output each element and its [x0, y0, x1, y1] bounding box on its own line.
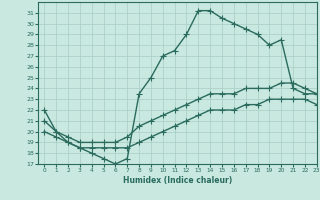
- X-axis label: Humidex (Indice chaleur): Humidex (Indice chaleur): [123, 176, 232, 185]
